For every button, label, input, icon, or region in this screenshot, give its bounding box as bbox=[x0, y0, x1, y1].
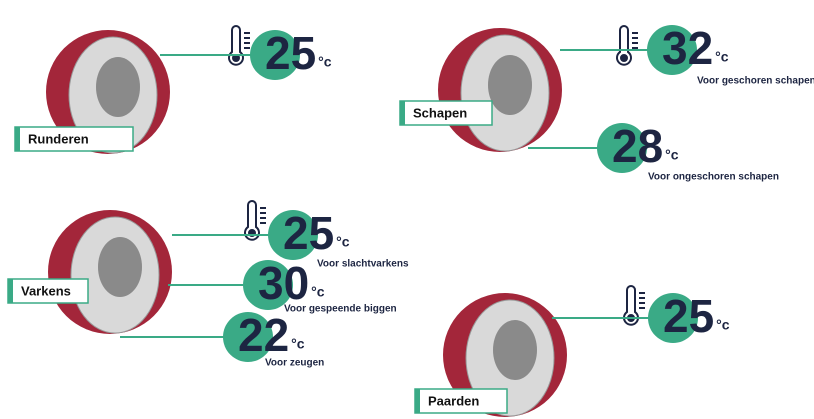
temperature-value: 28 bbox=[612, 120, 663, 172]
label-accent bbox=[15, 127, 20, 151]
infographic: 25°cRunderen32°cVoor geschoren schapen28… bbox=[0, 0, 814, 419]
label-accent bbox=[415, 389, 420, 413]
temperature-unit: °c bbox=[291, 336, 305, 352]
temperature-note: Voor slachtvarkens bbox=[317, 259, 409, 270]
temperature-unit: °c bbox=[311, 284, 325, 300]
temperature-value: 30 bbox=[258, 257, 309, 309]
temperature-note: Voor gespeende biggen bbox=[284, 304, 397, 315]
temperature-unit: °c bbox=[336, 234, 350, 250]
temperature-value: 25 bbox=[663, 290, 714, 342]
temperature-value: 22 bbox=[238, 309, 289, 361]
temperature-value: 25 bbox=[265, 27, 316, 79]
temperature-note: Voor geschoren schapen bbox=[697, 76, 814, 87]
animal-label: Paarden bbox=[428, 393, 479, 408]
thermometer-icon bbox=[245, 201, 266, 240]
temperature-value: 25 bbox=[283, 207, 334, 259]
label-accent bbox=[8, 279, 13, 303]
animal-label: Schapen bbox=[413, 105, 467, 120]
animal-label: Varkens bbox=[21, 283, 71, 298]
temperature-unit: °c bbox=[318, 54, 332, 70]
temperature-unit: °c bbox=[665, 147, 679, 163]
animal-label: Runderen bbox=[28, 131, 89, 146]
thermometer-icon bbox=[229, 26, 250, 65]
animal-photo-shade bbox=[98, 237, 142, 297]
animal-photo-shade bbox=[96, 57, 140, 117]
temperature-unit: °c bbox=[715, 49, 729, 65]
animal-photo-shade bbox=[488, 55, 532, 115]
temperature-value: 32 bbox=[662, 22, 713, 74]
thermometer-icon bbox=[617, 26, 638, 65]
animal-photo-shade bbox=[493, 320, 537, 380]
thermometer-bulb bbox=[621, 55, 627, 61]
label-accent bbox=[400, 101, 405, 125]
temperature-unit: °c bbox=[716, 317, 730, 333]
temperature-note: Voor zeugen bbox=[265, 358, 324, 369]
temperature-note: Voor ongeschoren schapen bbox=[648, 172, 779, 183]
